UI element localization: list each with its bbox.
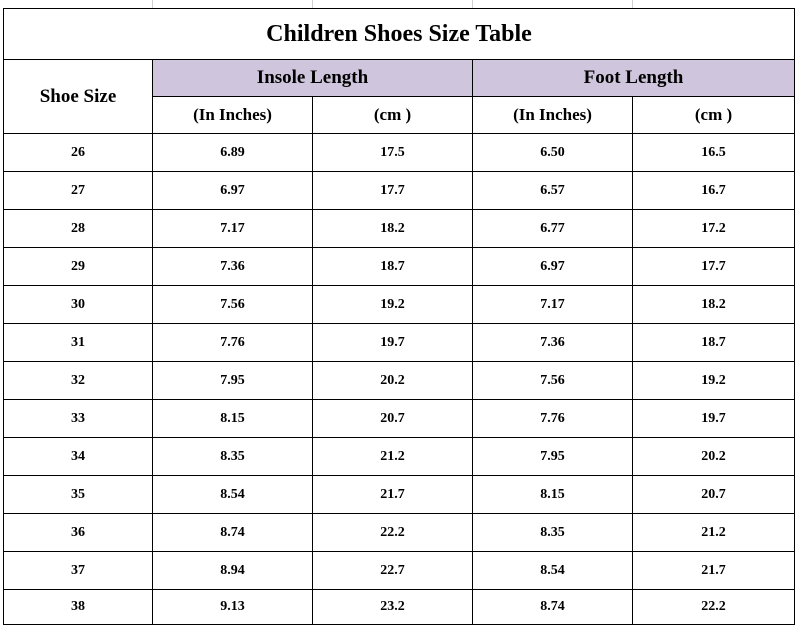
cell-insole-inches: 9.13 bbox=[152, 589, 313, 625]
cell-foot-cm: 18.2 bbox=[632, 285, 795, 324]
cell-insole-cm: 17.5 bbox=[312, 133, 473, 172]
cell-foot-cm: 19.7 bbox=[632, 399, 795, 438]
cell-foot-inches: 7.17 bbox=[472, 285, 633, 324]
cell-foot-inches: 7.76 bbox=[472, 399, 633, 438]
cell-foot-inches: 6.77 bbox=[472, 209, 633, 248]
cell-shoe-size: 29 bbox=[3, 247, 153, 286]
cell-shoe-size: 32 bbox=[3, 361, 153, 400]
cell-insole-cm: 22.7 bbox=[312, 551, 473, 590]
cell-insole-cm: 20.2 bbox=[312, 361, 473, 400]
cell-foot-cm: 20.7 bbox=[632, 475, 795, 514]
cell-foot-cm: 18.7 bbox=[632, 323, 795, 362]
cell-insole-cm: 18.7 bbox=[312, 247, 473, 286]
cell-foot-inches: 7.95 bbox=[472, 437, 633, 476]
cell-foot-inches: 6.57 bbox=[472, 171, 633, 210]
cell-foot-inches: 8.74 bbox=[472, 589, 633, 625]
table-row: 38 9.13 23.2 8.74 22.2 bbox=[3, 589, 795, 625]
cell-shoe-size: 26 bbox=[3, 133, 153, 172]
cell-insole-inches: 8.74 bbox=[152, 513, 313, 552]
cell-foot-cm: 21.7 bbox=[632, 551, 795, 590]
cell-shoe-size: 36 bbox=[3, 513, 153, 552]
cell-shoe-size: 35 bbox=[3, 475, 153, 514]
table-row: 37 8.94 22.7 8.54 21.7 bbox=[3, 551, 795, 590]
subheader-insole-inches: (In Inches) bbox=[152, 96, 313, 134]
table-row: 30 7.56 19.2 7.17 18.2 bbox=[3, 285, 795, 324]
cell-insole-inches: 6.97 bbox=[152, 171, 313, 210]
cell-insole-inches: 7.17 bbox=[152, 209, 313, 248]
table-row: 29 7.36 18.7 6.97 17.7 bbox=[3, 247, 795, 286]
table-row: 27 6.97 17.7 6.57 16.7 bbox=[3, 171, 795, 210]
cell-foot-cm: 20.2 bbox=[632, 437, 795, 476]
table-row: 26 6.89 17.5 6.50 16.5 bbox=[3, 133, 795, 172]
cell-foot-cm: 22.2 bbox=[632, 589, 795, 625]
cell-foot-cm: 21.2 bbox=[632, 513, 795, 552]
cell-insole-inches: 8.54 bbox=[152, 475, 313, 514]
table-body: 26 6.89 17.5 6.50 16.5 27 6.97 17.7 6.57 16.7 28 7.… bbox=[3, 133, 795, 625]
cell-insole-cm: 19.2 bbox=[312, 285, 473, 324]
cell-insole-inches: 6.89 bbox=[152, 133, 313, 172]
cell-insole-inches: 8.35 bbox=[152, 437, 313, 476]
cell-shoe-size: 27 bbox=[3, 171, 153, 210]
subheader-foot-inches: (In Inches) bbox=[472, 96, 633, 134]
cell-foot-cm: 16.7 bbox=[632, 171, 795, 210]
header-insole-length: Insole Length bbox=[152, 59, 473, 97]
header-foot-length: Foot Length bbox=[472, 59, 795, 97]
header-shoe-size: Shoe Size bbox=[3, 59, 153, 134]
cell-insole-inches: 7.95 bbox=[152, 361, 313, 400]
cell-insole-cm: 18.2 bbox=[312, 209, 473, 248]
cell-shoe-size: 31 bbox=[3, 323, 153, 362]
cell-foot-inches: 6.97 bbox=[472, 247, 633, 286]
cell-foot-inches: 8.54 bbox=[472, 551, 633, 590]
cell-foot-inches: 8.15 bbox=[472, 475, 633, 514]
cell-foot-cm: 16.5 bbox=[632, 133, 795, 172]
cell-shoe-size: 28 bbox=[3, 209, 153, 248]
cell-shoe-size: 34 bbox=[3, 437, 153, 476]
subheader-insole-cm: (cm ) bbox=[312, 96, 473, 134]
table-row: 35 8.54 21.7 8.15 20.7 bbox=[3, 475, 795, 514]
table-row: 31 7.76 19.7 7.36 18.7 bbox=[3, 323, 795, 362]
table-title: Children Shoes Size Table bbox=[3, 8, 795, 60]
cell-shoe-size: 33 bbox=[3, 399, 153, 438]
cell-insole-cm: 21.7 bbox=[312, 475, 473, 514]
sheet-gridline-top bbox=[0, 0, 796, 8]
cell-foot-inches: 7.56 bbox=[472, 361, 633, 400]
shoe-size-table: Children Shoes Size Table Shoe Size Inso… bbox=[3, 8, 795, 625]
table-row: 32 7.95 20.2 7.56 19.2 bbox=[3, 361, 795, 400]
cell-shoe-size: 30 bbox=[3, 285, 153, 324]
table-row: 28 7.17 18.2 6.77 17.2 bbox=[3, 209, 795, 248]
cell-foot-cm: 17.2 bbox=[632, 209, 795, 248]
cell-insole-inches: 7.36 bbox=[152, 247, 313, 286]
cell-insole-inches: 7.76 bbox=[152, 323, 313, 362]
cell-insole-inches: 8.15 bbox=[152, 399, 313, 438]
subheader-foot-cm: (cm ) bbox=[632, 96, 795, 134]
table-row: 36 8.74 22.2 8.35 21.2 bbox=[3, 513, 795, 552]
table-row: 33 8.15 20.7 7.76 19.7 bbox=[3, 399, 795, 438]
gridline bbox=[152, 0, 153, 8]
cell-insole-cm: 21.2 bbox=[312, 437, 473, 476]
table-row: 34 8.35 21.2 7.95 20.2 bbox=[3, 437, 795, 476]
cell-foot-cm: 17.7 bbox=[632, 247, 795, 286]
cell-foot-inches: 8.35 bbox=[472, 513, 633, 552]
gridline bbox=[312, 0, 313, 8]
cell-insole-inches: 7.56 bbox=[152, 285, 313, 324]
cell-shoe-size: 37 bbox=[3, 551, 153, 590]
cell-foot-inches: 6.50 bbox=[472, 133, 633, 172]
cell-insole-inches: 8.94 bbox=[152, 551, 313, 590]
gridline bbox=[472, 0, 473, 8]
cell-insole-cm: 20.7 bbox=[312, 399, 473, 438]
cell-foot-inches: 7.36 bbox=[472, 323, 633, 362]
cell-insole-cm: 22.2 bbox=[312, 513, 473, 552]
cell-insole-cm: 23.2 bbox=[312, 589, 473, 625]
cell-foot-cm: 19.2 bbox=[632, 361, 795, 400]
cell-insole-cm: 19.7 bbox=[312, 323, 473, 362]
cell-insole-cm: 17.7 bbox=[312, 171, 473, 210]
cell-shoe-size: 38 bbox=[3, 589, 153, 625]
gridline bbox=[632, 0, 633, 8]
